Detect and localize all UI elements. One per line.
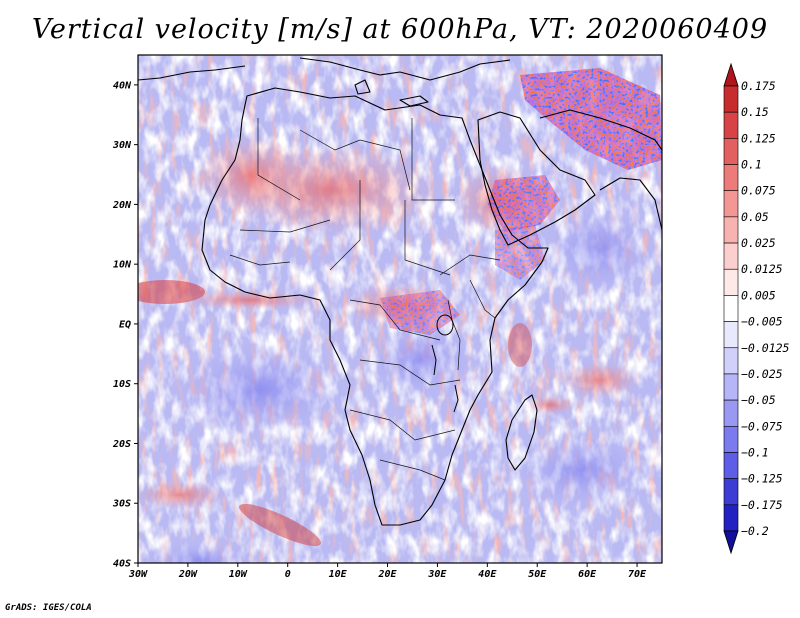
y-tick-label: 20N [112,200,132,211]
colorbar-level-label: −0.125 [741,472,783,486]
x-axis: 30W 20W 10W 0 10E 20E 30E 40E 50E 60E 70E [128,563,647,580]
x-tick-label: 30W [128,569,148,580]
colorbar-swatch [723,347,739,375]
colorbar-level-label: −0.075 [741,419,783,433]
x-tick-label: 30E [427,569,447,580]
y-tick-label: 10S [113,379,131,390]
colorbar-swatch [723,373,739,401]
colorbar-level-label: −0.05 [741,393,776,407]
colorbar-swatch [723,111,739,139]
borders [229,118,501,481]
y-tick-label: EQ [119,319,131,330]
colorbar-swatch [723,399,739,427]
x-tick-label: 20E [377,569,397,580]
colorbar-level-label: −0.175 [741,498,783,512]
x-tick-label: 0 [285,569,291,580]
coastlines [138,57,662,526]
colorbar-level-label: −0.0125 [741,341,790,355]
x-tick-label: 60E [578,569,597,580]
colorbar-swatch [723,321,739,349]
x-tick-label: 50E [528,569,547,580]
colorbar-level-label: 0.125 [741,131,776,145]
colorbar-overflow-top [723,62,739,87]
colorbar-level-label: 0.025 [741,236,776,250]
y-tick-label: 20S [112,439,131,450]
x-tick-label: 70E [628,569,647,580]
colorbar-overflow-bottom [723,530,739,555]
y-tick-label: 10N [113,260,132,271]
colorbar-level-label: 0.15 [741,105,769,119]
colorbar-swatch [723,268,739,296]
colorbar-swatch [723,85,739,113]
colorbar-level-label: 0.075 [741,184,776,198]
colorbar: 0.175 0.15 0.125 0.1 0.075 0.05 0.025 0.0125 0.0… [723,62,790,555]
y-axis: 40N 30N 20N 10N EQ 10S 20S 30S 40S [112,80,138,570]
credit-text: GrADS: IGES/COLA [5,603,92,613]
colorbar-level-label: 0.0125 [741,262,783,276]
y-tick-label: 40S [113,559,131,570]
x-tick-label: 10E [329,569,348,580]
shaded-field [138,55,662,563]
y-tick-label: 30S [112,499,131,510]
colorbar-level-label: 0.005 [741,288,776,302]
y-tick-label: 30N [112,140,132,151]
colorbar-level-label: 0.05 [741,210,769,224]
colorbar-level-label: −0.005 [741,315,783,329]
colorbar-swatch [723,425,739,453]
colorbar-swatch [723,478,739,506]
colorbar-swatch [723,295,739,322]
x-tick-label: 40E [478,569,497,580]
colorbar-level-label: 0.1 [741,158,762,172]
colorbar-swatch [723,216,739,244]
y-tick-label: 40N [113,80,132,91]
colorbar-swatch [723,452,739,479]
colorbar-swatch [723,504,739,532]
plot-frame [137,54,663,564]
colorbar-swatch [723,138,739,165]
colorbar-level-label: −0.2 [741,524,769,538]
x-tick-label: 20W [178,569,198,580]
colorbar-swatch [723,190,739,218]
colorbar-level-label: −0.025 [741,367,783,381]
x-tick-label: 10W [229,569,248,580]
colorbar-swatch [723,164,739,192]
colorbar-level-label: 0.175 [741,79,776,93]
map-title: Vertical velocity [m/s] at 600hPa, VT: 2… [31,14,769,45]
colorbar-swatch [723,242,739,270]
colorbar-level-label: −0.1 [741,445,769,459]
